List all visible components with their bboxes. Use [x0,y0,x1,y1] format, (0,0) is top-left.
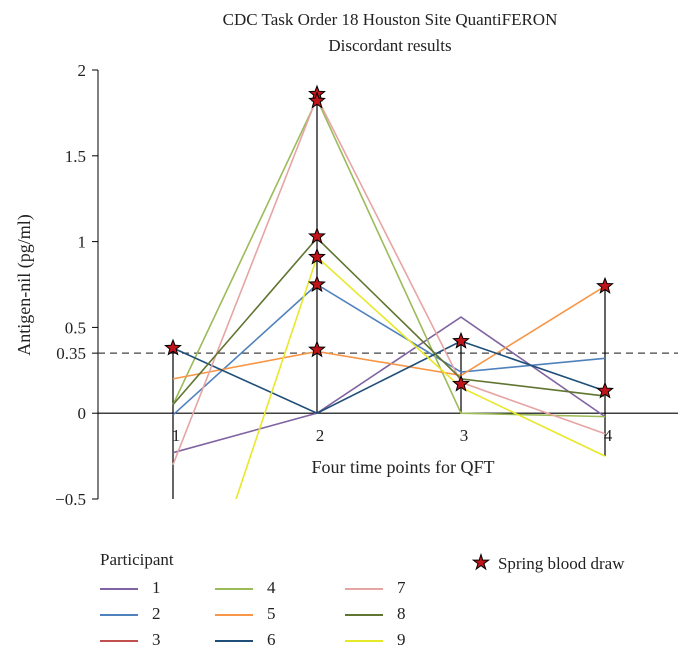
x-tick-label: 4 [604,426,613,445]
y-tick-label: 1.5 [65,147,86,166]
legend-swatch [215,614,253,616]
spring-draw-marker [596,381,614,399]
chart-title: CDC Task Order 18 Houston Site QuantiFER… [222,10,558,29]
legend-swatch [215,588,253,590]
series-line-4 [172,97,606,418]
x-tick-label: 3 [460,426,469,445]
legend-label: 5 [267,604,276,623]
y-axis-label: Antigen-nil (pg/ml) [14,214,35,355]
spring-draw-marker [308,227,326,245]
y-tick-label: 1 [78,233,87,252]
legend-label: 7 [397,578,406,597]
legend-label: 9 [397,630,406,649]
legend-title: Participant [100,550,174,569]
legend-item-4: 4 [215,578,305,598]
legend-swatch [100,588,138,590]
series-line-5 [172,285,606,380]
legend-label: 1 [152,578,161,597]
series-line-9 [235,255,606,499]
legend-swatch [345,614,383,616]
spring-draw-marker [596,276,614,294]
legend-item-8: 8 [345,604,435,624]
legend-item-7: 7 [345,578,435,598]
legend-label: 4 [267,578,276,597]
spring-blood-draw-label: Spring blood draw [497,554,625,573]
spring-blood-draw-legend: ★ Spring blood draw [472,550,625,575]
legend-swatch [215,640,253,642]
legend-swatch [100,614,138,616]
series-line-7 [172,95,606,465]
series-line-6 [172,340,606,415]
x-tick-label: 2 [316,426,325,445]
legend-label: 3 [152,630,161,649]
star-icon: ★ [472,552,491,575]
legend-swatch [100,640,138,642]
legend-item-9: 9 [345,630,435,650]
spring-draw-marker [308,340,326,358]
spring-draw-marker [452,374,470,392]
y-tick-label: −0.5 [55,490,86,509]
legend-label: 2 [152,604,161,623]
series-line-1 [172,316,606,454]
legend-item-6: 6 [215,630,305,650]
legend-item-3: 3 [100,630,190,650]
legend-swatch [345,640,383,642]
legend-swatch [345,588,383,590]
series-line-8 [172,237,606,406]
chart-subtitle: Discordant results [328,36,452,55]
x-axis-label: Four time points for QFT [312,457,495,477]
series-line-2 [172,283,606,416]
legend-item-5: 5 [215,604,305,624]
y-tick-label: 2 [78,61,87,80]
legend-item-2: 2 [100,604,190,624]
spring-draw-marker [164,338,182,356]
spring-draw-marker [452,331,470,349]
legend-label: 6 [267,630,276,649]
y-tick-label: 0 [78,404,87,423]
spring-draw-marker [308,275,326,293]
legend-item-1: 1 [100,578,190,598]
spring-draw-marker [308,247,326,265]
legend-label: 8 [397,604,406,623]
line-chart: −0.5 0 0.35 0.5 1 1.5 2 1 2 3 4 Four time points fo… [14,61,678,509]
x-tick-label: 1 [172,426,181,445]
y-tick-label: 0.5 [65,318,86,337]
y-tick-label: 0.35 [56,344,86,363]
spring-draw-marker [308,91,326,109]
